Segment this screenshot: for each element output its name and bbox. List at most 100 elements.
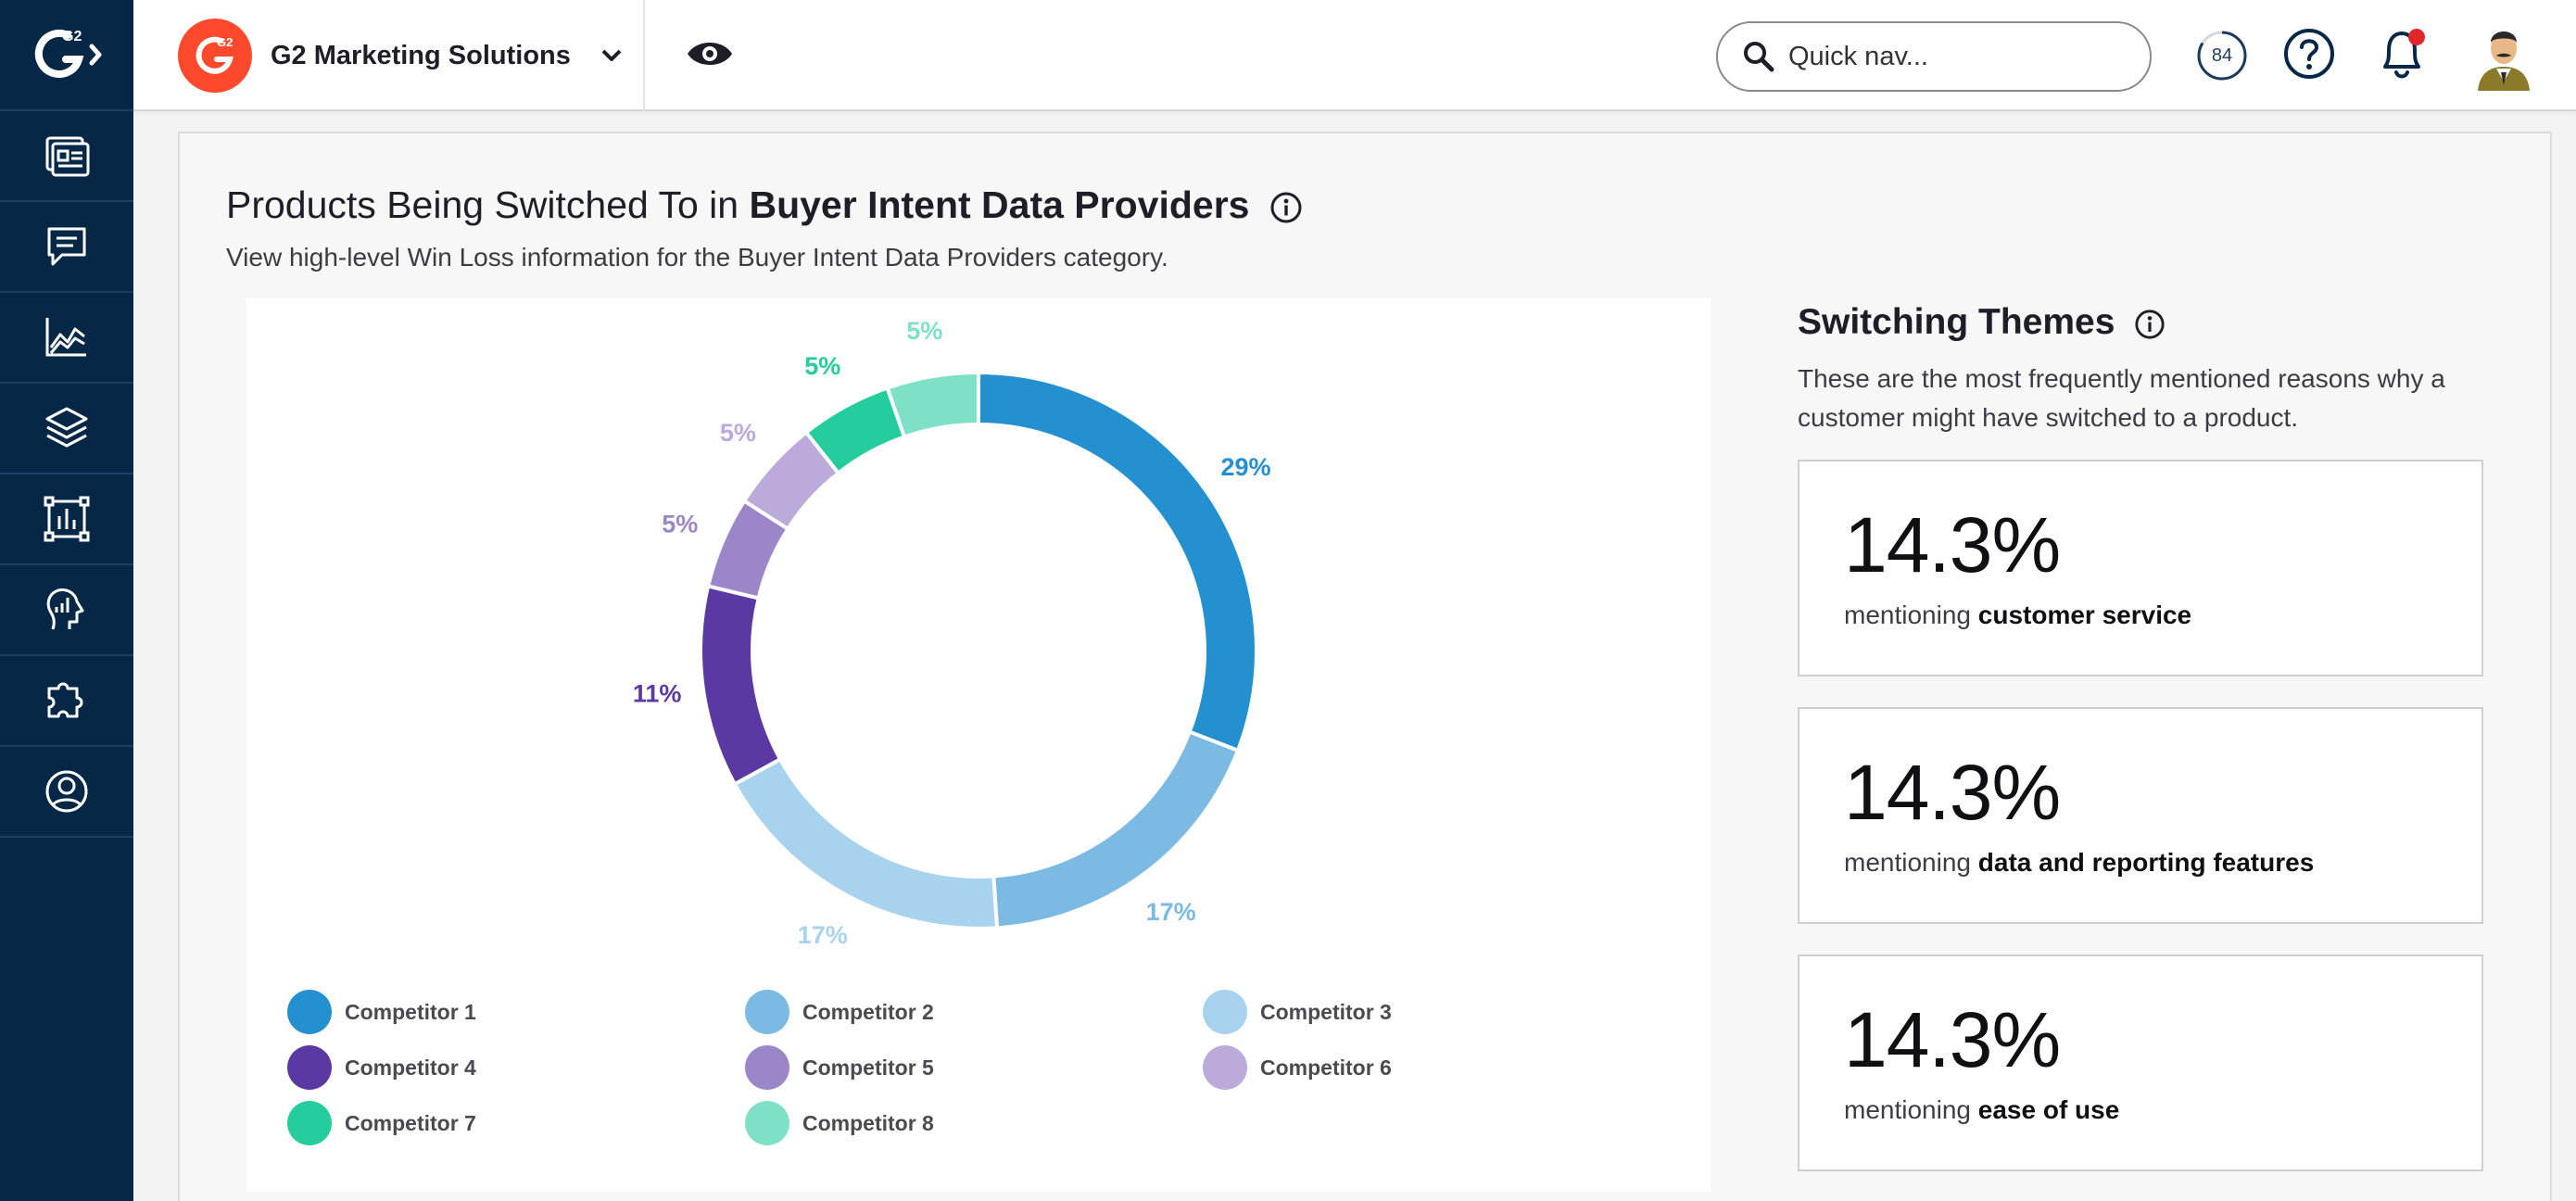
legend-item[interactable]: Competitor 8 xyxy=(745,1101,934,1145)
legend-swatch xyxy=(745,990,789,1034)
top-bar: G2 G2 Marketing Solutions 84 xyxy=(133,0,2576,111)
sidebar-item-integrations[interactable] xyxy=(0,656,133,747)
search-input[interactable] xyxy=(1788,41,2122,72)
slice-label: 17% xyxy=(1146,898,1196,926)
chevron-right-icon xyxy=(89,44,102,66)
report-icon xyxy=(44,496,90,542)
sidebar: G2 xyxy=(0,0,133,1201)
donut-chart: 29% 17% 17% 11% 5% 5% 5% 5% xyxy=(633,317,1271,949)
profile-progress[interactable]: 84 xyxy=(2196,30,2248,82)
legend-label: Competitor 3 xyxy=(1260,999,1392,1024)
avatar[interactable] xyxy=(2469,20,2539,91)
legend-swatch xyxy=(1203,990,1247,1034)
theme-prefix: mentioning xyxy=(1844,848,1971,877)
themes-title: Switching Themes xyxy=(1798,302,2166,343)
legend-swatch xyxy=(287,1101,332,1145)
g2-badge-text: G2 xyxy=(217,35,233,49)
theme-percent: 14.3% xyxy=(1844,996,2061,1083)
g2-logo-text: G2 xyxy=(62,29,82,44)
legend-swatch xyxy=(1203,1045,1247,1090)
info-icon[interactable] xyxy=(1269,191,1303,224)
chevron-down-icon xyxy=(601,49,622,61)
donut-slice[interactable] xyxy=(991,729,1241,930)
legend-item[interactable]: Competitor 2 xyxy=(745,990,934,1034)
page-title: Products Being Switched To in Buyer Inte… xyxy=(226,183,1303,227)
theme-card: 14.3% mentioning ease of use xyxy=(1798,954,2483,1171)
g2-badge-icon: G2 xyxy=(178,19,252,93)
search-icon xyxy=(1744,42,1774,72)
progress-value: 84 xyxy=(2211,44,2233,66)
theme-text: mentioning data and reporting features xyxy=(1844,848,2314,878)
bell-icon[interactable] xyxy=(2374,24,2430,83)
legend-swatch xyxy=(287,1045,332,1090)
theme-percent: 14.3% xyxy=(1844,749,2061,836)
sidebar-item-buyer-intent[interactable] xyxy=(0,565,133,656)
slice-label: 17% xyxy=(798,921,848,949)
slice-label: 5% xyxy=(720,419,756,447)
org-switcher[interactable]: G2 G2 Marketing Solutions xyxy=(178,17,623,95)
quick-nav-search[interactable] xyxy=(1716,21,2152,92)
legend-label: Competitor 7 xyxy=(345,1110,476,1135)
info-icon[interactable] xyxy=(2134,309,2166,340)
layers-icon xyxy=(45,407,88,448)
notification-dot xyxy=(2408,29,2425,45)
legend-label: Competitor 2 xyxy=(802,999,934,1024)
legend-item[interactable]: Competitor 4 xyxy=(287,1045,476,1090)
donut-slice[interactable] xyxy=(977,370,1258,753)
legend-label: Competitor 5 xyxy=(802,1055,934,1080)
theme-text: mentioning customer service xyxy=(1844,600,2191,630)
donut-slice[interactable] xyxy=(699,584,783,787)
help-icon[interactable] xyxy=(2283,28,2335,80)
buyer-intent-icon xyxy=(46,588,84,630)
sidebar-item-reviews[interactable] xyxy=(0,202,133,293)
eye-icon[interactable] xyxy=(686,37,734,70)
donut-chart-panel: 29% 17% 17% 11% 5% 5% 5% 5% Competitor 1 Competi… xyxy=(246,298,1711,1192)
legend-label: Competitor 1 xyxy=(345,999,476,1024)
integrations-icon xyxy=(47,682,83,718)
sidebar-item-analytics[interactable] xyxy=(0,293,133,384)
legend-item[interactable]: Competitor 3 xyxy=(1203,990,1392,1034)
legend-swatch xyxy=(287,990,332,1034)
theme-card: 14.3% mentioning data and reporting feat… xyxy=(1798,707,2483,924)
legend-label: Competitor 8 xyxy=(802,1110,934,1135)
analytics-icon xyxy=(45,318,86,357)
slice-label: 5% xyxy=(804,352,840,380)
progress-ring-icon xyxy=(2197,31,2247,81)
donut-slice[interactable] xyxy=(885,370,980,440)
org-name: G2 Marketing Solutions xyxy=(271,40,571,70)
legend-item[interactable]: Competitor 7 xyxy=(287,1101,476,1145)
donut-slice[interactable] xyxy=(732,756,1000,930)
slice-label: 11% xyxy=(633,680,682,708)
theme-topic: data and reporting features xyxy=(1977,848,2315,877)
legend-item[interactable]: Competitor 5 xyxy=(745,1045,934,1090)
legend-swatch xyxy=(745,1101,789,1145)
top-divider xyxy=(643,0,645,111)
legend-swatch xyxy=(745,1045,789,1090)
themes-description: These are the most frequently mentioned … xyxy=(1798,364,2445,432)
account-icon xyxy=(45,770,88,813)
theme-topic: customer service xyxy=(1977,600,2192,629)
theme-text: mentioning ease of use xyxy=(1844,1095,2119,1125)
legend-item[interactable]: Competitor 6 xyxy=(1203,1045,1392,1090)
legend-label: Competitor 6 xyxy=(1260,1055,1392,1080)
g2-logo[interactable]: G2 xyxy=(0,0,133,111)
theme-card: 14.3% mentioning customer service xyxy=(1798,460,2483,676)
switching-card: Products Being Switched To in Buyer Inte… xyxy=(178,132,2552,1201)
sidebar-item-layers[interactable] xyxy=(0,384,133,474)
sidebar-item-reports[interactable] xyxy=(0,474,133,565)
theme-percent: 14.3% xyxy=(1844,501,2061,588)
legend-label: Competitor 4 xyxy=(345,1055,476,1080)
slice-label: 5% xyxy=(906,317,942,345)
legend-item[interactable]: Competitor 1 xyxy=(287,990,476,1034)
sidebar-item-account[interactable] xyxy=(0,747,133,838)
g2-logo-icon: G2 xyxy=(34,29,102,78)
title-category: Buyer Intent Data Providers xyxy=(749,183,1250,226)
theme-prefix: mentioning xyxy=(1844,1095,1971,1124)
slice-label: 5% xyxy=(662,510,698,537)
slice-label: 29% xyxy=(1221,453,1271,481)
dashboard-icon xyxy=(45,136,90,177)
page-subtitle: View high-level Win Loss information for… xyxy=(226,243,1168,272)
sidebar-item-dashboard[interactable] xyxy=(0,111,133,202)
theme-prefix: mentioning xyxy=(1844,600,1971,629)
title-prefix: Products Being Switched To in xyxy=(226,183,739,226)
